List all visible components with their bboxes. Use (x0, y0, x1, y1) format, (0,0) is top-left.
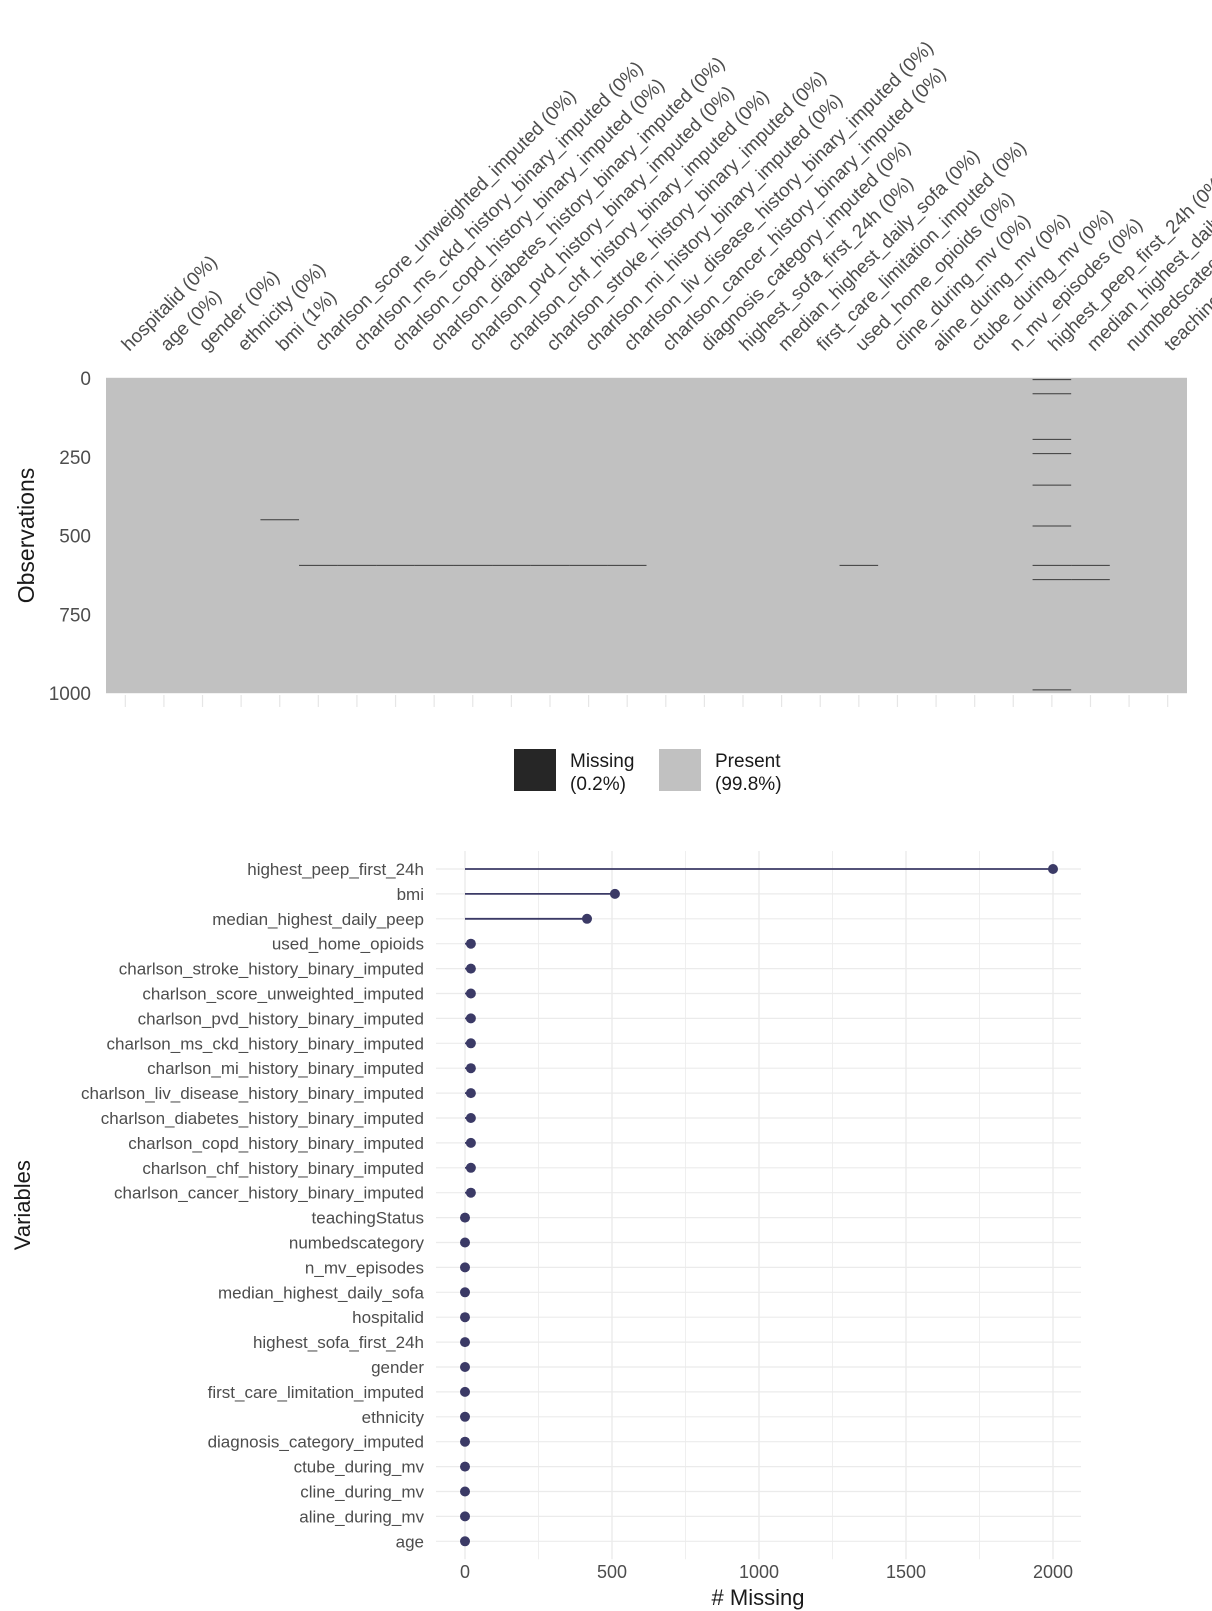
lollipop-x-axis-label: # Missing (712, 1585, 805, 1610)
heatmap-y-axis-label: Observations (13, 468, 39, 604)
lollipop-category-label: bmi (397, 885, 424, 904)
heatmap-y-tick-label: 500 (59, 527, 91, 548)
heatmap-y-tick-label: 0 (80, 369, 91, 390)
lollipop-point (460, 1212, 470, 1223)
lollipop-category-label: teachingStatus (312, 1209, 424, 1228)
legend-label: Present (715, 751, 781, 772)
lollipop-point (460, 1312, 470, 1323)
lollipop-point (465, 963, 476, 974)
lollipop-point (465, 938, 476, 949)
legend-label: (99.8%) (715, 774, 782, 795)
lollipop-x-tick-label: 2000 (1033, 1562, 1073, 1582)
lollipop-point (465, 1063, 476, 1074)
lollipop-point (460, 1386, 470, 1397)
lollipop-category-label: charlson_mi_history_binary_imputed (147, 1059, 424, 1078)
lollipop-category-label: used_home_opioids (272, 935, 424, 954)
lollipop-point (465, 1187, 476, 1198)
lollipop-category-label: charlson_stroke_history_binary_imputed (119, 960, 424, 979)
lollipop-category-label: charlson_score_unweighted_imputed (142, 985, 424, 1004)
lollipop-point (460, 1287, 470, 1298)
lollipop-category-label: diagnosis_category_imputed (208, 1433, 424, 1452)
heatmap-y-tick-label: 1000 (49, 684, 91, 705)
lollipop-category-label: ctube_during_mv (294, 1458, 425, 1477)
lollipop-point (460, 1536, 470, 1547)
lollipop-category-label: median_highest_daily_sofa (218, 1283, 425, 1302)
lollipop-category-label: highest_sofa_first_24h (253, 1333, 424, 1352)
lollipop-category-label: numbedscategory (289, 1234, 425, 1253)
legend-swatch (514, 749, 556, 791)
lollipop-point (465, 1162, 476, 1173)
lollipop-point (460, 1362, 470, 1372)
lollipop-y-axis-label: Variables (10, 1160, 35, 1250)
lollipop-point (465, 1113, 476, 1123)
legend-label: Missing (570, 751, 634, 772)
lollipop-point (460, 1262, 470, 1273)
lollipop-category-label: charlson_diabetes_history_binary_imputed (101, 1109, 424, 1128)
lollipop-point (582, 913, 593, 924)
lollipop-category-label: charlson_ms_ckd_history_binary_imputed (107, 1034, 425, 1053)
lollipop-category-label: n_mv_episodes (305, 1258, 424, 1277)
heatmap-legend: Missing(0.2%) Present(99.8%) (514, 749, 782, 795)
lollipop-category-label: median_highest_daily_peep (212, 910, 424, 929)
lollipop-category-label: age (396, 1532, 424, 1551)
lollipop-point (460, 1436, 470, 1447)
lollipop-category-label: charlson_chf_history_binary_imputed (142, 1159, 424, 1178)
legend-swatch (659, 749, 701, 791)
lollipop-category-label: first_care_limitation_imputed (208, 1383, 424, 1402)
lollipop-point (1048, 864, 1058, 874)
lollipop-x-tick-label: 0 (460, 1562, 470, 1582)
lollipop-point (460, 1337, 470, 1348)
heatmap-y-tick-label: 250 (59, 448, 91, 469)
lollipop-point (465, 1013, 476, 1024)
lollipop-point (465, 1088, 476, 1099)
lollipop-category-label: hospitalid (352, 1308, 424, 1327)
lollipop-point (465, 1038, 476, 1049)
lollipop-category-label: charlson_pvd_history_binary_imputed (138, 1009, 424, 1028)
lollipop-point (460, 1511, 470, 1522)
lollipop-point (460, 1461, 470, 1472)
lollipop-point (465, 1137, 476, 1148)
lollipop-point (460, 1411, 470, 1422)
lollipop-x-tick-label: 1000 (739, 1562, 779, 1582)
lollipop-x-tick-label: 500 (597, 1562, 627, 1582)
lollipop-point (465, 988, 476, 999)
lollipop-category-label: ethnicity (362, 1408, 425, 1427)
lollipop-category-label: charlson_copd_history_binary_imputed (128, 1134, 424, 1153)
lollipop-category-label: highest_peep_first_24h (247, 860, 424, 879)
lollipop-category-label: charlson_cancer_history_binary_imputed (114, 1184, 424, 1203)
present-area (106, 378, 1187, 693)
lollipop-category-label: gender (371, 1358, 424, 1377)
lollipop-x-tick-label: 1500 (886, 1562, 926, 1582)
lollipop-point (460, 1237, 470, 1248)
legend-label: (0.2%) (570, 774, 626, 795)
lollipop-point (460, 1486, 470, 1497)
heatmap-y-tick-label: 750 (59, 605, 91, 626)
lollipop-category-label: charlson_liv_disease_history_binary_impu… (81, 1084, 424, 1103)
lollipop-point (609, 888, 620, 899)
lollipop-category-label: aline_during_mv (299, 1507, 424, 1526)
lollipop-category-label: cline_during_mv (300, 1483, 424, 1502)
